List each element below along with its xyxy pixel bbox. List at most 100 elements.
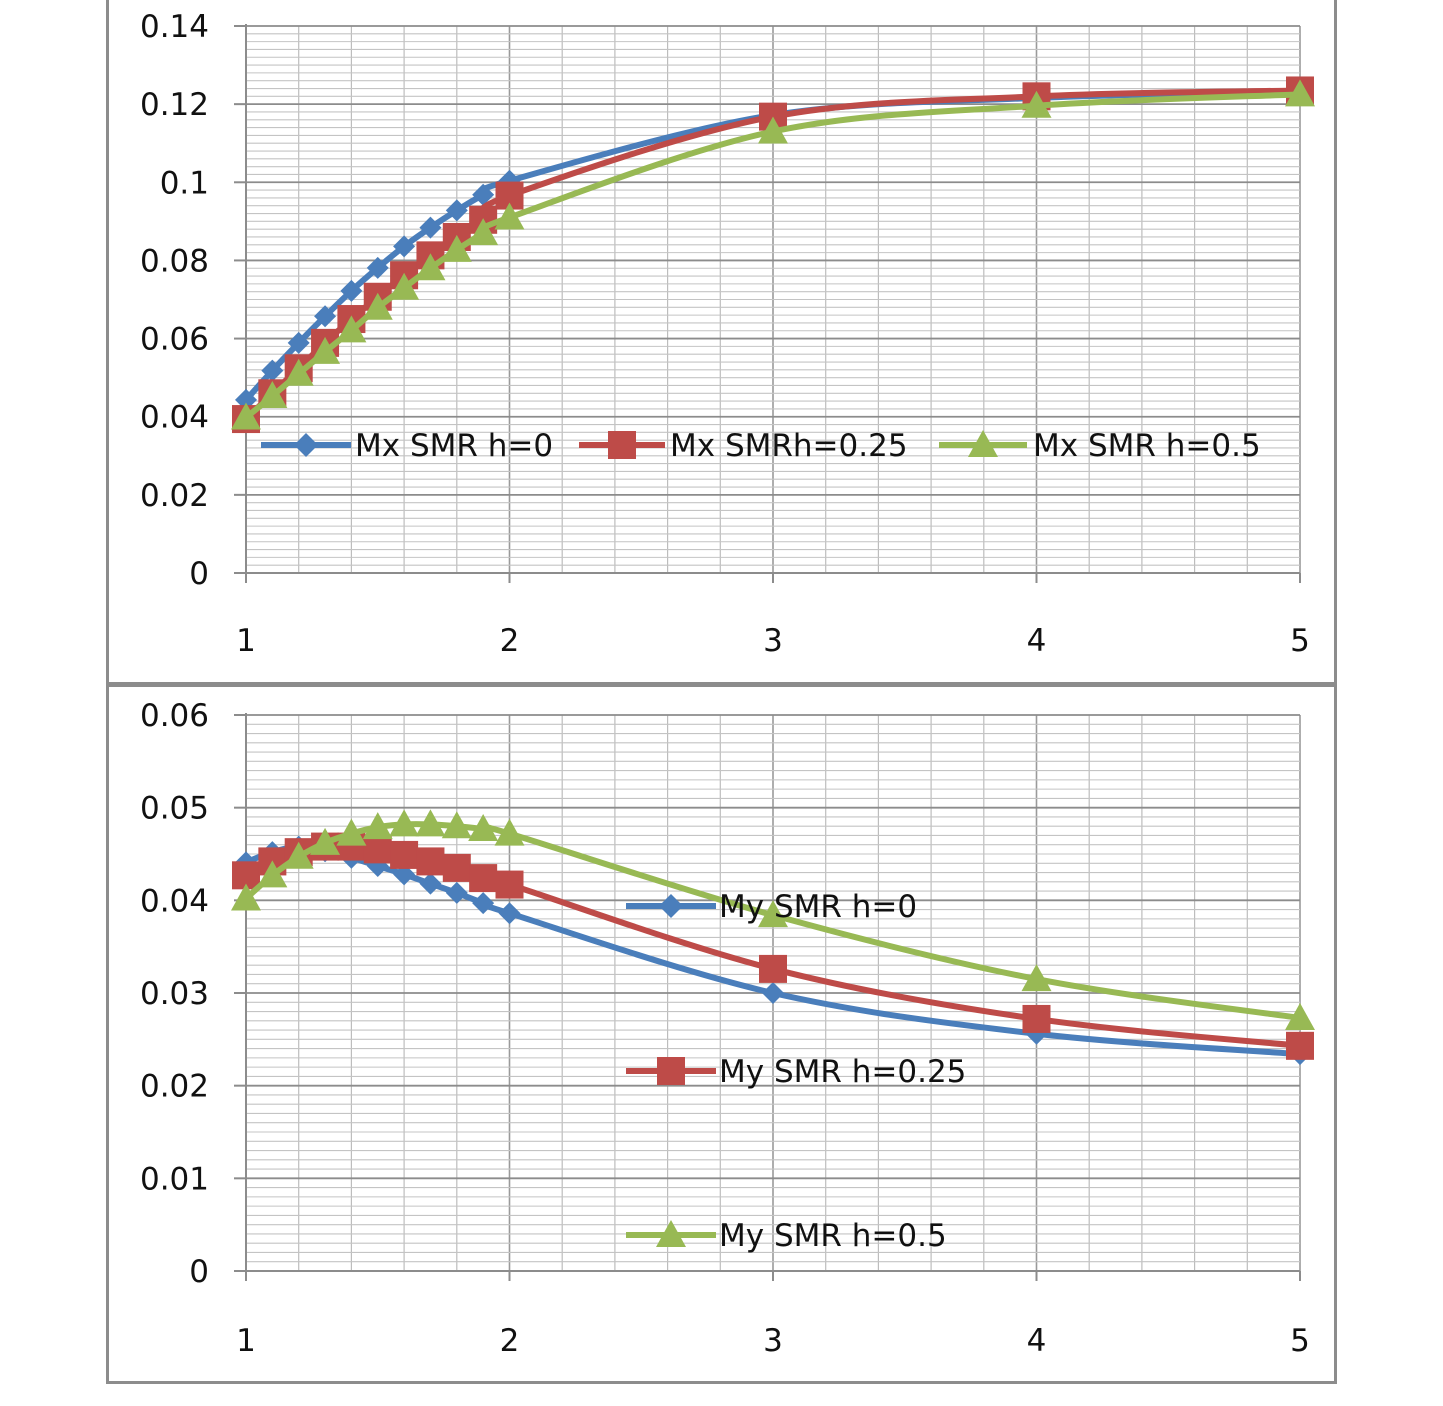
- data-point: [494, 818, 525, 846]
- data-point: [261, 359, 284, 382]
- x-tick-label: 5: [1290, 1323, 1310, 1359]
- legend-item: My SMR h=0: [626, 889, 917, 925]
- legend-label: My SMR h=0: [719, 889, 917, 925]
- data-point: [363, 835, 392, 864]
- data-point: [340, 279, 363, 302]
- data-point: [287, 331, 310, 354]
- data-point: [419, 872, 442, 895]
- data-point: [393, 863, 416, 886]
- data-point: [390, 840, 419, 869]
- data-point: [389, 272, 420, 300]
- data-point: [498, 902, 521, 925]
- legend-label: Mx SMR h=0: [355, 428, 553, 464]
- data-point: [468, 813, 499, 841]
- data-point: [468, 218, 499, 246]
- legend-label: My SMR h=0.5: [719, 1218, 947, 1254]
- data-point: [310, 336, 341, 364]
- data-point: [393, 235, 416, 258]
- data-point: [758, 900, 788, 928]
- data-point: [441, 234, 472, 262]
- data-point: [445, 881, 468, 904]
- data-point: [1022, 1004, 1051, 1033]
- data-point: [310, 827, 341, 855]
- my-series-2: [231, 809, 1315, 1031]
- x-tick-label: 2: [500, 1323, 520, 1359]
- legend-marker: [608, 431, 636, 459]
- legend-label: Mx SMRh=0.25: [670, 428, 908, 464]
- y-tick-label: 0.06: [140, 698, 209, 734]
- data-point: [415, 253, 446, 281]
- y-tick-label: 0.03: [140, 976, 209, 1012]
- data-point: [472, 892, 495, 915]
- my-legend: My SMR h=0 My SMR h=0.25 My SMR h=0.5: [626, 889, 966, 1254]
- y-tick-label: 0.02: [140, 478, 209, 514]
- y-tick-label: 0.1: [160, 165, 209, 201]
- legend-marker: [968, 430, 998, 457]
- legend-item: Mx SMR h=0.5: [939, 428, 1261, 464]
- data-point: [362, 812, 393, 840]
- data-point: [1286, 1031, 1314, 1060]
- data-point: [415, 809, 446, 837]
- data-point: [1285, 1003, 1315, 1031]
- y-tick-label: 0: [189, 556, 209, 592]
- data-point: [758, 116, 788, 144]
- legend-label: Mx SMR h=0.5: [1033, 428, 1261, 464]
- data-point: [762, 982, 784, 1004]
- data-point: [314, 305, 337, 328]
- legend-item: My SMR h=0.5: [626, 1218, 947, 1254]
- legend-item: My SMR h=0.25: [626, 1054, 966, 1090]
- data-point: [257, 381, 288, 409]
- data-point: [283, 358, 314, 386]
- y-tick-label: 0.04: [140, 883, 209, 919]
- legend-marker: [656, 1220, 686, 1247]
- data-point: [1021, 90, 1052, 118]
- data-point: [362, 292, 393, 320]
- legend-item: Mx SMR h=0: [261, 428, 553, 464]
- y-tick-label: 0.04: [140, 400, 209, 436]
- y-tick-label: 0.14: [140, 9, 209, 45]
- legend-marker: [659, 894, 683, 918]
- data-point: [759, 954, 787, 983]
- data-point: [472, 183, 495, 206]
- data-point: [441, 811, 472, 839]
- legend-label: My SMR h=0.25: [719, 1054, 966, 1090]
- y-tick-label: 0.08: [140, 243, 209, 279]
- data-point: [283, 841, 314, 869]
- y-tick-label: 0.02: [140, 1069, 209, 1105]
- data-point: [419, 216, 442, 239]
- data-point: [416, 847, 445, 876]
- x-tick-label: 3: [763, 623, 783, 659]
- x-tick-label: 4: [1027, 1323, 1047, 1359]
- data-point: [1021, 964, 1052, 992]
- mx-series-2: [231, 79, 1315, 430]
- x-tick-label: 2: [500, 623, 520, 659]
- data-point: [495, 870, 524, 899]
- y-tick-label: 0.01: [140, 1161, 209, 1197]
- legend-marker: [294, 433, 318, 457]
- data-point: [366, 855, 389, 878]
- x-tick-label: 5: [1290, 623, 1310, 659]
- y-tick-label: 0.05: [140, 791, 209, 827]
- x-tick-label: 4: [1027, 623, 1047, 659]
- x-tick-label: 1: [236, 623, 256, 659]
- x-tick-label: 3: [763, 1323, 783, 1359]
- x-tick-label: 1: [236, 1323, 256, 1359]
- data-point: [257, 860, 288, 888]
- data-point: [336, 315, 367, 343]
- data-point: [469, 864, 498, 893]
- y-tick-label: 0: [189, 1254, 209, 1290]
- my-chart-panel: 0 0.01 0.02 0.03 0.04 0.05 0.06 1 2 3 4 5 My SMR h=0…: [106, 684, 1337, 1384]
- data-point: [494, 202, 525, 230]
- y-tick-label: 0.06: [140, 322, 209, 358]
- mx-legend: Mx SMR h=0 Mx SMRh=0.25 Mx SMR h=0.5: [261, 428, 1261, 464]
- my-chart: 0 0.01 0.02 0.03 0.04 0.05 0.06 1 2 3 4 5 My SMR h=0…: [140, 698, 1315, 1359]
- data-point: [231, 883, 261, 911]
- legend-item: Mx SMRh=0.25: [579, 428, 908, 464]
- mx-chart-panel: 0 0.02 0.04 0.06 0.08 0.1 0.12 0.14 1 2 3 4 5 Mx SMR …: [106, 0, 1337, 685]
- data-point: [389, 809, 420, 837]
- data-point: [1025, 1022, 1048, 1045]
- data-point: [366, 256, 389, 279]
- mx-chart: 0 0.02 0.04 0.06 0.08 0.1 0.12 0.14 1 2 3 4 5 Mx SMR …: [140, 9, 1315, 659]
- y-tick-label: 0.12: [140, 87, 209, 123]
- data-point: [231, 402, 261, 430]
